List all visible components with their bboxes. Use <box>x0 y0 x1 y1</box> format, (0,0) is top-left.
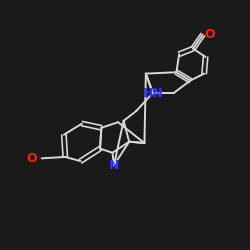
Text: HN: HN <box>142 86 163 100</box>
Text: O: O <box>27 152 37 165</box>
Text: N: N <box>109 159 119 172</box>
Text: O: O <box>204 28 215 41</box>
